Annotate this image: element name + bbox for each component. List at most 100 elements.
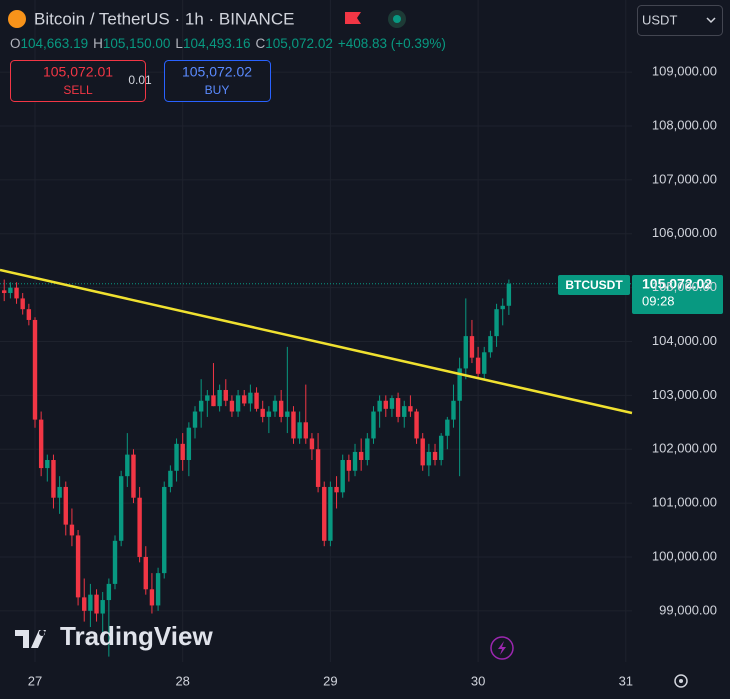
ohlc-key: H [93,36,103,51]
y-tick-label: 103,000.00 [652,387,717,402]
candle-body [211,395,216,407]
candle-body [94,594,99,614]
y-tick-label: 99,000.00 [659,602,717,617]
candle-body [57,486,62,498]
candle-body [248,392,253,404]
ohlc-row: O104,663.19 H105,150.00 L104,493.16 C105,07… [10,36,446,51]
candle-body [82,597,87,611]
candle-body [488,336,493,353]
price-tag [632,275,723,314]
symbol-tag-label: BTCUSDT [565,278,623,292]
candle-body [131,454,136,498]
y-tick-label: 105,000.00 [652,279,717,294]
sell-label: SELL [63,83,93,97]
candle-body [457,368,462,401]
candle-body [426,451,432,466]
x-tick-label: 28 [175,673,189,688]
candle-body [254,392,259,409]
candle-body [402,406,407,417]
candle-body [2,290,7,294]
candle-body [420,438,425,466]
candle-body [155,573,161,606]
price-change: +408.83 (+0.39%) [337,36,446,51]
candle-body [377,400,382,412]
y-tick-label: 107,000.00 [652,171,717,186]
y-tick-label: 109,000.00 [652,64,717,79]
settings-icon[interactable] [674,674,688,688]
candle-body [432,451,438,461]
flag-icon[interactable] [345,12,361,24]
ohlc-key: O [10,36,21,51]
x-tick-label: 29 [323,673,337,688]
candle-body [451,400,456,420]
candle-body [32,319,38,420]
buy-button[interactable] [164,60,271,102]
y-tick-label: 101,000.00 [652,495,717,510]
candle-body [297,422,302,439]
candle-body [143,556,148,590]
candle-body [352,451,358,471]
trend-line[interactable] [0,268,633,415]
price-tag-value: 105,072.02 [642,276,712,292]
candle-body [112,540,118,584]
sell-button[interactable] [10,60,146,102]
candle-body [303,422,308,439]
candle-body [414,411,419,439]
y-tick-label: 108,000.00 [652,117,717,132]
candle-body [192,411,198,428]
candle-body [371,411,376,439]
settings-dot [679,679,683,683]
candle-body [334,486,339,493]
candle-body [198,400,204,412]
ohlc-value: 105,150.00 [102,36,171,51]
candle-body [45,460,50,469]
candle-body [174,443,179,471]
watermark-logo [15,630,46,648]
candle-body [63,486,68,525]
candle-body [137,497,142,557]
y-tick-label: 102,000.00 [652,441,717,456]
coin-icon [8,10,26,28]
candle-body [475,357,481,374]
symbol-title[interactable]: Bitcoin / TetherUS · 1h · BINANCE [34,9,294,28]
candle-body [149,589,155,606]
buy-price: 105,072.02 [182,64,252,80]
candle-body [229,400,235,412]
candle-body [278,400,284,417]
candle-body [260,408,265,417]
ohlc-value: 104,493.16 [182,36,251,51]
spread: 0.01 [128,73,152,87]
candle-body [75,535,81,598]
candle-body [168,470,173,487]
buy-label: BUY [205,83,230,97]
candle-body [162,486,167,574]
countdown: 09:28 [642,293,675,308]
candle-body [118,476,124,541]
x-tick-label: 31 [619,673,633,688]
candle-body [180,443,185,461]
candle-body [26,309,32,320]
candle-body [106,583,112,601]
alert-icon[interactable] [490,636,514,660]
candle-body [506,283,512,306]
candle-body [223,389,228,401]
x-tick-label: 27 [28,673,42,688]
bolt-icon [498,641,506,655]
candle-body [8,287,13,294]
y-tick-label: 106,000.00 [652,225,717,240]
ohlc-value: 105,072.02 [265,36,333,51]
candle-body [500,305,505,310]
candle-body [365,438,370,461]
candle-body [235,395,241,412]
currency-dropdown[interactable] [637,5,723,36]
status-dot [393,15,401,23]
y-tick-label: 104,000.00 [652,333,717,348]
candle-body [38,419,44,469]
candle-body [395,398,401,417]
candle-body [242,395,247,404]
candle-body [14,287,19,299]
candle-body [389,398,395,409]
candle-body [463,336,468,369]
candle-body [88,594,93,611]
